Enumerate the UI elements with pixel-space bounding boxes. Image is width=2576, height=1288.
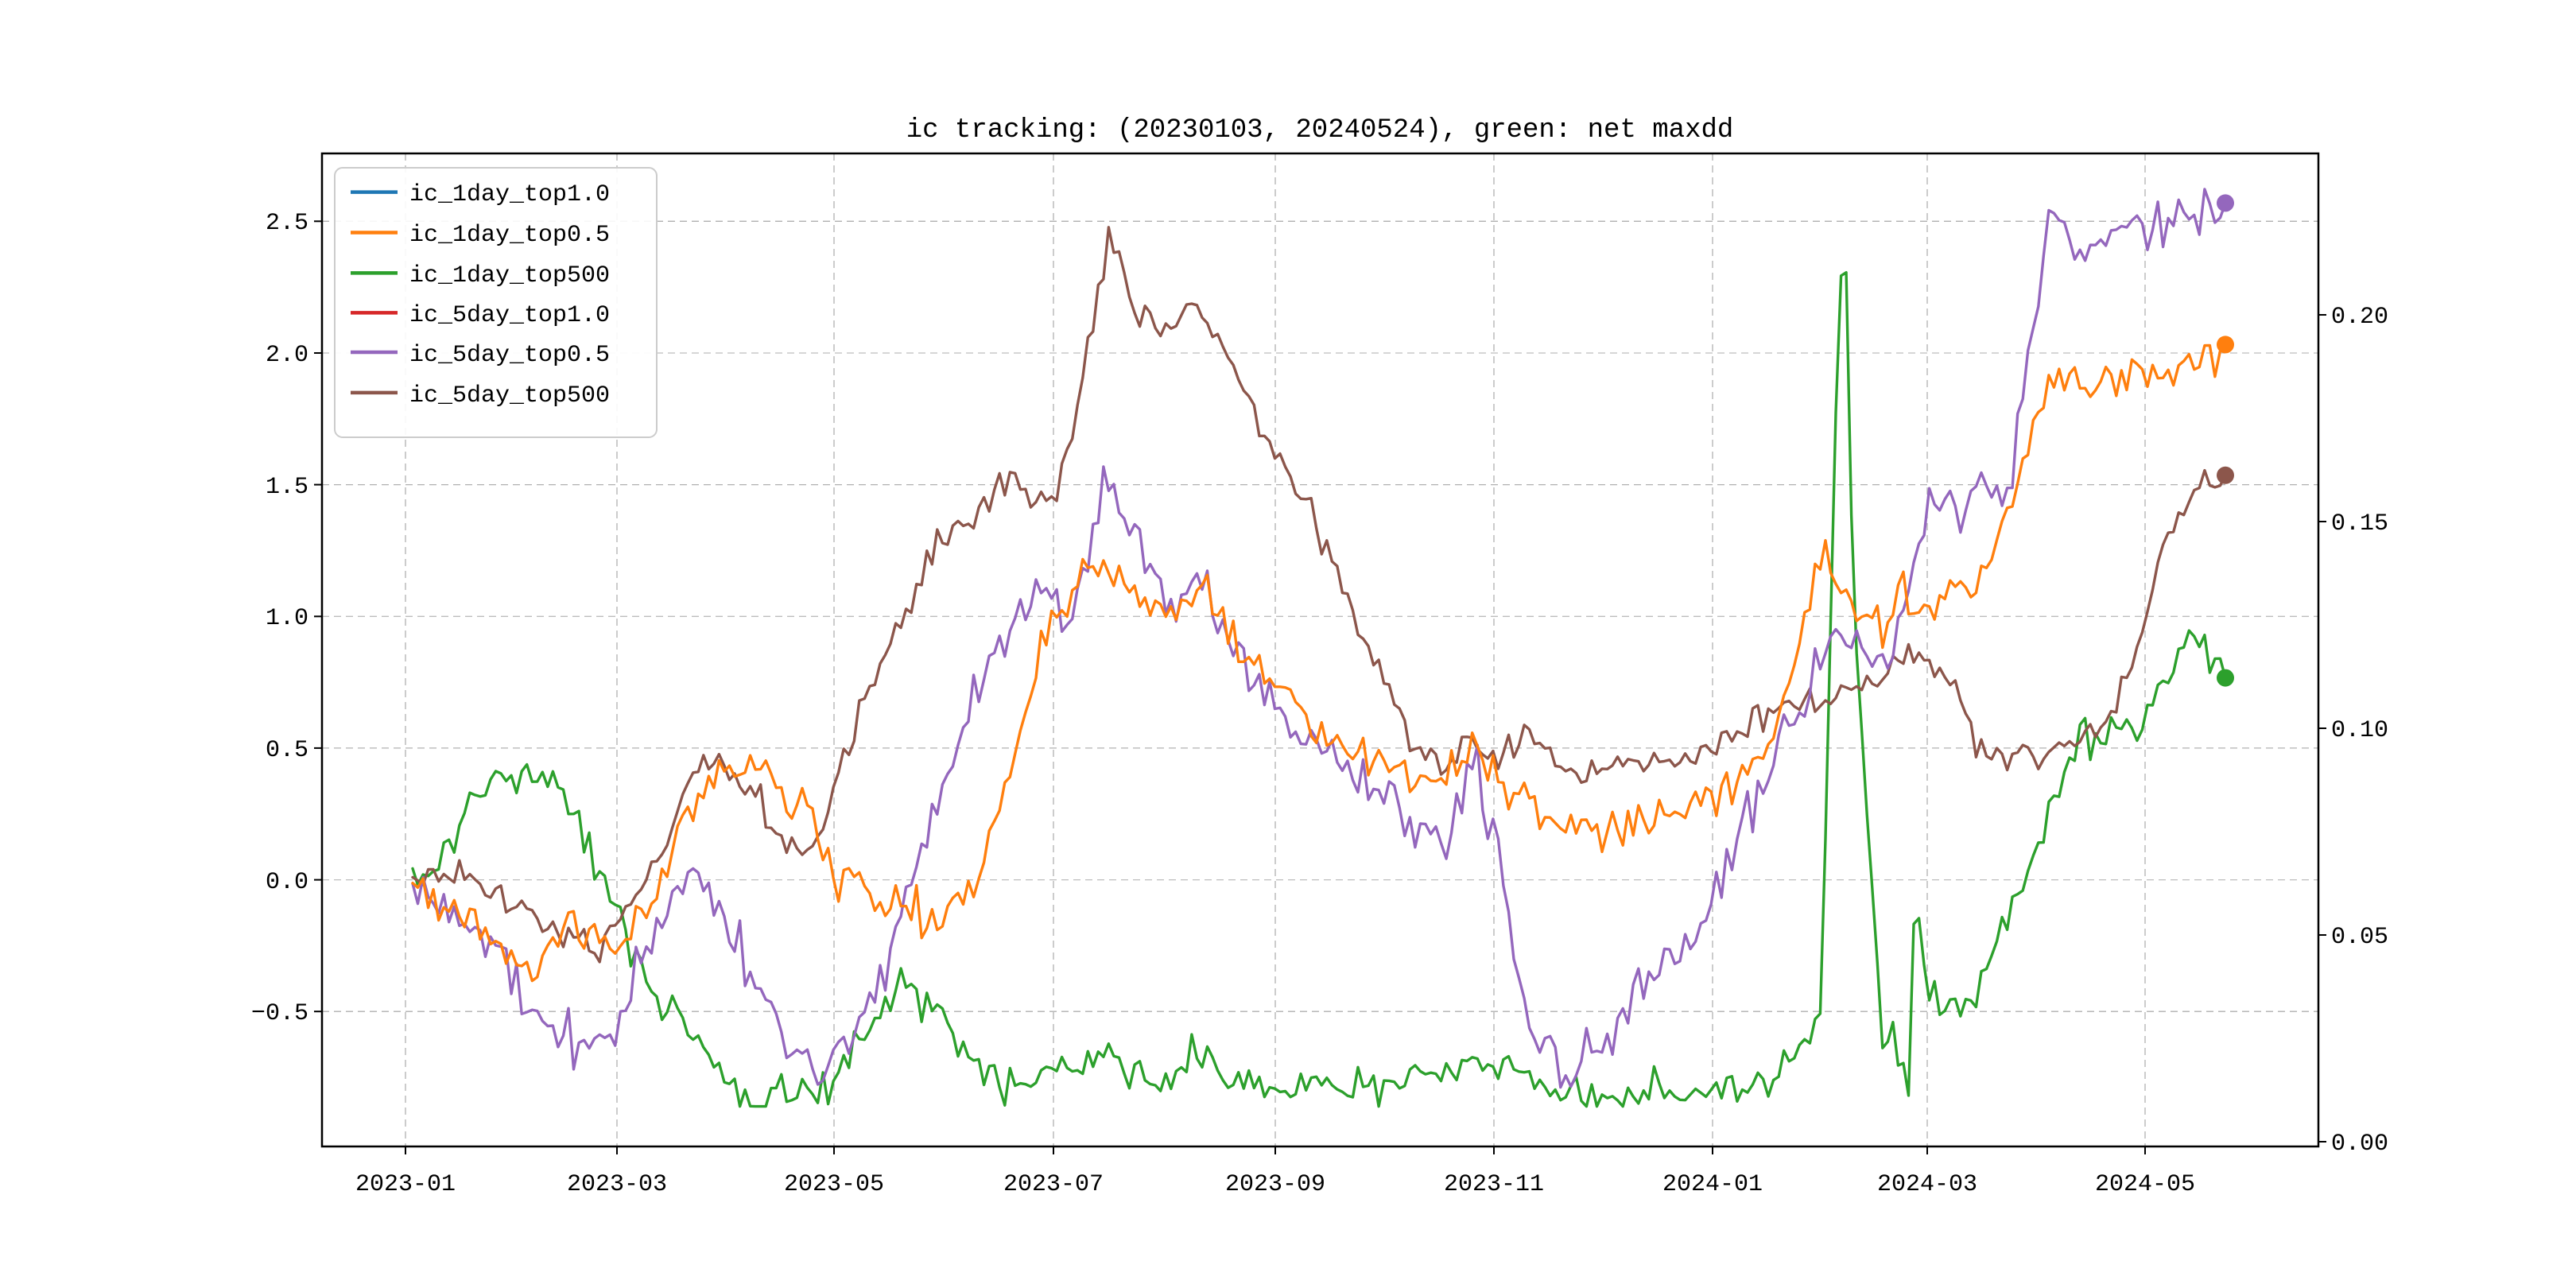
svg-text:1.0: 1.0 — [266, 605, 308, 632]
svg-text:2024-05: 2024-05 — [2095, 1171, 2195, 1198]
svg-text:2023-11: 2023-11 — [1444, 1171, 1544, 1198]
svg-text:ic_5day_top0.5: ic_5day_top0.5 — [409, 342, 610, 369]
svg-text:2023-07: 2023-07 — [1003, 1171, 1104, 1198]
svg-text:2024-01: 2024-01 — [1662, 1171, 1763, 1198]
svg-text:2.5: 2.5 — [266, 210, 308, 237]
svg-text:ic_1day_top1.0: ic_1day_top1.0 — [409, 181, 610, 208]
svg-text:2.0: 2.0 — [266, 342, 308, 369]
svg-text:−0.5: −0.5 — [251, 1000, 308, 1027]
svg-text:2024-03: 2024-03 — [1877, 1171, 1977, 1198]
svg-text:2023-03: 2023-03 — [567, 1171, 667, 1198]
svg-text:2023-01: 2023-01 — [355, 1171, 456, 1198]
svg-text:0.20: 0.20 — [2331, 304, 2388, 331]
svg-text:ic_1day_top0.5: ic_1day_top0.5 — [409, 222, 610, 249]
svg-text:1.5: 1.5 — [266, 474, 308, 501]
svg-text:0.10: 0.10 — [2331, 717, 2388, 744]
svg-text:0.05: 0.05 — [2331, 924, 2388, 951]
svg-text:0.00: 0.00 — [2331, 1131, 2388, 1158]
svg-text:0.5: 0.5 — [266, 737, 308, 764]
svg-text:ic tracking: (20230103, 202405: ic tracking: (20230103, 20240524), green… — [906, 115, 1734, 145]
svg-text:ic_1day_top500: ic_1day_top500 — [409, 262, 610, 289]
svg-text:0.0: 0.0 — [266, 869, 308, 896]
svg-text:2023-05: 2023-05 — [784, 1171, 884, 1198]
svg-text:2023-09: 2023-09 — [1225, 1171, 1325, 1198]
svg-text:0.15: 0.15 — [2331, 510, 2388, 537]
svg-text:ic_5day_top1.0: ic_5day_top1.0 — [409, 302, 610, 329]
svg-text:ic_5day_top500: ic_5day_top500 — [409, 382, 610, 409]
